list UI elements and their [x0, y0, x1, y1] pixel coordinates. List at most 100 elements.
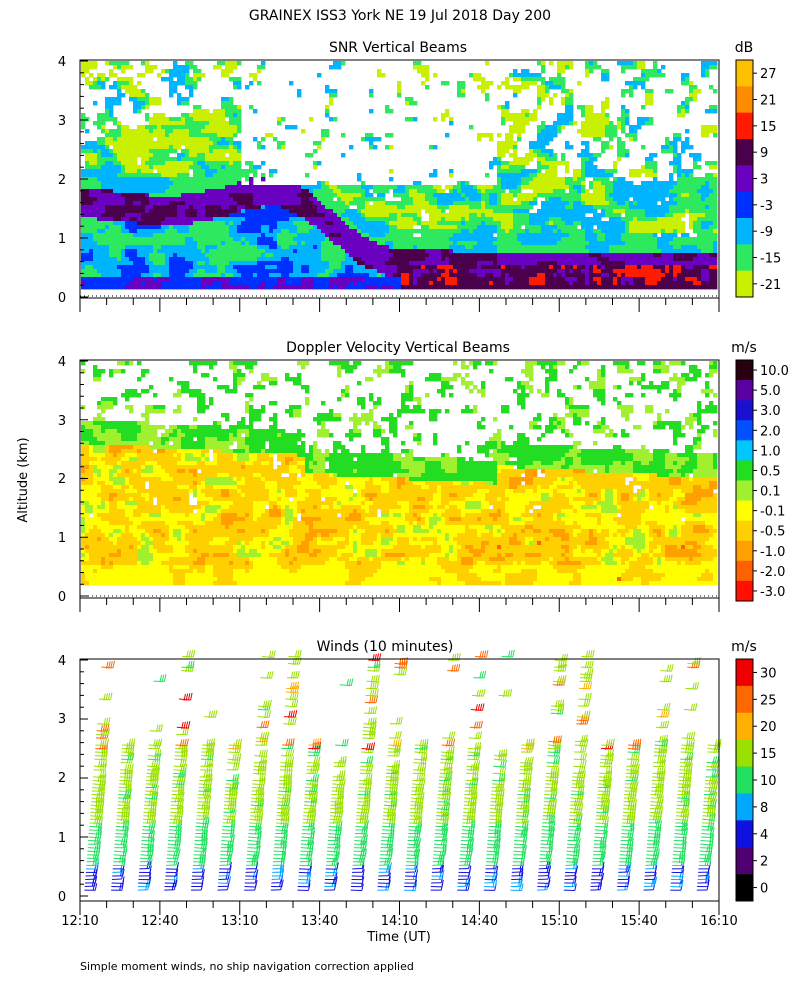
heatmap-cell [153, 273, 158, 278]
heatmap-cell [245, 237, 250, 242]
heatmap-cell [205, 233, 210, 238]
heatmap-cell [97, 161, 102, 166]
heatmap-cell [513, 257, 518, 262]
heatmap-cell [433, 249, 438, 254]
heatmap-cell [177, 165, 182, 170]
heatmap-cell [229, 217, 234, 222]
heatmap-cell [381, 269, 386, 274]
heatmap-cell [233, 233, 238, 238]
heatmap-cell [377, 185, 382, 190]
heatmap-cell [589, 209, 594, 214]
heatmap-cell [233, 285, 238, 290]
heatmap-cell [573, 245, 578, 250]
heatmap-cell [453, 273, 458, 278]
heatmap-cell [185, 129, 190, 134]
heatmap-cell [93, 141, 98, 146]
heatmap-cell [213, 269, 218, 274]
heatmap-cell [417, 69, 422, 74]
heatmap-cell [261, 269, 266, 274]
heatmap-cell [189, 113, 194, 118]
heatmap-cell [353, 269, 358, 274]
heatmap-cell [273, 225, 278, 230]
heatmap-cell [97, 261, 102, 266]
heatmap-cell [97, 145, 102, 150]
heatmap-cell [129, 145, 134, 150]
heatmap-cell [469, 253, 474, 258]
heatmap-cell [369, 253, 374, 258]
heatmap-cell [429, 213, 434, 218]
heatmap-cell [601, 117, 606, 122]
heatmap-cell [393, 201, 398, 206]
heatmap-cell [381, 245, 386, 250]
heatmap-cell [545, 249, 550, 254]
heatmap-cell [81, 113, 86, 118]
heatmap-cell [377, 261, 382, 266]
heatmap-cell [373, 209, 378, 214]
heatmap-cell [141, 221, 146, 226]
heatmap-cell [205, 177, 210, 182]
heatmap-cell [297, 193, 302, 198]
heatmap-cell [153, 185, 158, 190]
heatmap-cell [365, 245, 370, 250]
heatmap-cell [121, 185, 126, 190]
heatmap-cell [201, 185, 206, 190]
heatmap-cell [465, 265, 470, 270]
heatmap-cell [469, 245, 474, 250]
heatmap-cell [221, 229, 226, 234]
heatmap-cell [209, 149, 214, 154]
heatmap-cell [201, 133, 206, 138]
heatmap-cell [165, 181, 170, 186]
heatmap-cell [101, 129, 106, 134]
heatmap-cell [325, 245, 330, 250]
heatmap-cell [245, 177, 250, 182]
heatmap-cell [581, 173, 586, 178]
heatmap-cell [361, 205, 366, 210]
heatmap-cell [553, 245, 558, 250]
heatmap-cell [221, 237, 226, 242]
heatmap-cell [165, 285, 170, 290]
heatmap-cell [217, 269, 222, 274]
heatmap-cell [261, 281, 266, 286]
heatmap-cell [141, 217, 146, 222]
heatmap-cell [493, 213, 498, 218]
heatmap-cell [401, 205, 406, 210]
heatmap-cell [133, 101, 138, 106]
heatmap-cell [141, 229, 146, 234]
heatmap-cell [393, 249, 398, 254]
heatmap-cell [549, 281, 554, 286]
heatmap-cell [89, 61, 94, 66]
heatmap-cell [585, 73, 590, 78]
heatmap-cell [313, 253, 318, 258]
heatmap-cell [469, 249, 474, 254]
heatmap-cell [109, 237, 114, 242]
heatmap-cell [133, 233, 138, 238]
heatmap-cell [273, 217, 278, 222]
heatmap-cell [341, 185, 346, 190]
heatmap-cell [105, 145, 110, 150]
heatmap-cell [449, 257, 454, 262]
heatmap-cell [537, 253, 542, 258]
heatmap-cell [461, 257, 466, 262]
heatmap-cell [509, 225, 514, 230]
heatmap-cell [121, 213, 126, 218]
heatmap-cell [297, 89, 302, 94]
heatmap-cell [225, 97, 230, 102]
heatmap-cell [133, 141, 138, 146]
heatmap-cell [377, 209, 382, 214]
heatmap-cell [117, 209, 122, 214]
heatmap-cell [601, 241, 606, 246]
heatmap-cell [193, 233, 198, 238]
heatmap-cell [441, 193, 446, 198]
heatmap-cell [601, 113, 606, 118]
heatmap-cell [385, 281, 390, 286]
heatmap-cell [193, 85, 198, 90]
heatmap-cell [169, 237, 174, 242]
heatmap-cell [561, 209, 566, 214]
heatmap-cell [269, 281, 274, 286]
heatmap-cell [193, 189, 198, 194]
heatmap-cell [385, 277, 390, 282]
heatmap-cell [189, 265, 194, 270]
heatmap-cell [553, 213, 558, 218]
heatmap-cell [349, 241, 354, 246]
heatmap-cell [485, 245, 490, 250]
